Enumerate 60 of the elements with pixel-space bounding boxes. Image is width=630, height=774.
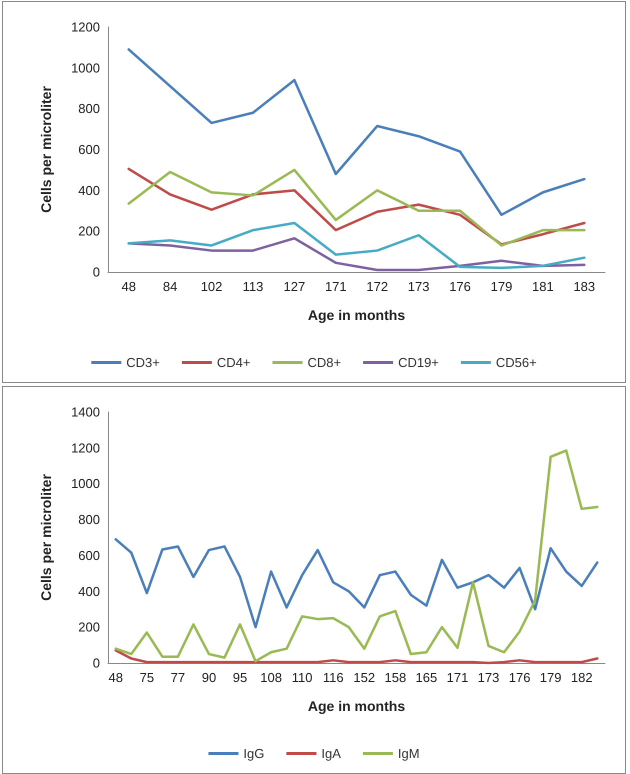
line-series — [114, 538, 598, 628]
x-tick-label: 173 — [478, 670, 500, 685]
x-tick-label: 84 — [162, 279, 178, 294]
x-tick-label: 127 — [284, 279, 306, 294]
y-tick-label: 800 — [78, 101, 100, 116]
y-tick-label: 600 — [78, 142, 100, 157]
y-tick-label: 1200 — [71, 20, 100, 34]
line-series — [114, 449, 598, 662]
x-tick-label: 110 — [292, 670, 313, 685]
x-tick-label: 171 — [324, 279, 347, 294]
x-tick-label: 181 — [532, 279, 554, 294]
x-tick-label: 176 — [449, 279, 471, 294]
x-tick-label: 171 — [446, 670, 468, 685]
x-tick-label: 179 — [490, 279, 512, 294]
legend-label: IgM — [398, 746, 420, 761]
x-tick-label: 113 — [242, 279, 264, 294]
legend-label: CD4+ — [216, 355, 250, 370]
x-tick-label: 183 — [573, 279, 596, 294]
x-tick-label: 165 — [416, 670, 438, 685]
y-tick-label: 0 — [92, 264, 100, 280]
legend-label: IgA — [321, 746, 342, 761]
legend-label: CD56+ — [496, 355, 537, 370]
y-tick-label: 1200 — [71, 440, 100, 456]
y-axis-title: Cells per microliter — [38, 474, 54, 601]
x-tick-label: 182 — [570, 670, 593, 685]
x-tick-label: 90 — [202, 670, 216, 685]
y-tick-label: 400 — [78, 584, 100, 599]
x-tick-label: 75 — [140, 670, 154, 685]
y-tick-label: 600 — [78, 548, 100, 563]
y-tick-label: 200 — [78, 620, 100, 635]
y-tick-label: 0 — [92, 656, 100, 670]
x-axis-title: Age in months — [308, 698, 406, 714]
x-tick-label: 48 — [108, 670, 123, 685]
line-series — [127, 48, 586, 216]
x-tick-label: 179 — [540, 670, 562, 685]
legend-label: IgG — [243, 746, 264, 761]
x-tick-label: 173 — [408, 279, 430, 294]
x-tick-label: 48 — [121, 279, 136, 294]
x-tick-label: 116 — [322, 670, 344, 685]
x-tick-label: 77 — [170, 670, 186, 685]
x-tick-label: 95 — [232, 670, 248, 685]
legend-label: CD8+ — [307, 355, 342, 370]
y-tick-label: 800 — [78, 512, 100, 528]
y-axis-title: Cells per microliter — [38, 86, 54, 213]
x-tick-label: 108 — [260, 670, 282, 685]
y-tick-label: 400 — [78, 182, 100, 198]
y-tick-label: 1400 — [71, 404, 100, 420]
x-tick-label: 176 — [508, 670, 530, 685]
x-tick-label: 152 — [353, 670, 376, 685]
x-tick-label: 102 — [200, 279, 222, 294]
y-tick-label: 200 — [78, 224, 100, 239]
legend-label: CD3+ — [126, 355, 160, 370]
x-tick-label: 172 — [366, 279, 388, 294]
x-axis-title: Age in months — [308, 307, 406, 323]
line-series — [114, 649, 598, 664]
legend-label: CD19+ — [398, 355, 439, 370]
line-series — [127, 222, 586, 270]
y-tick-label: 1000 — [71, 60, 100, 76]
x-tick-label: 158 — [384, 670, 406, 685]
y-tick-label: 1000 — [71, 476, 100, 492]
